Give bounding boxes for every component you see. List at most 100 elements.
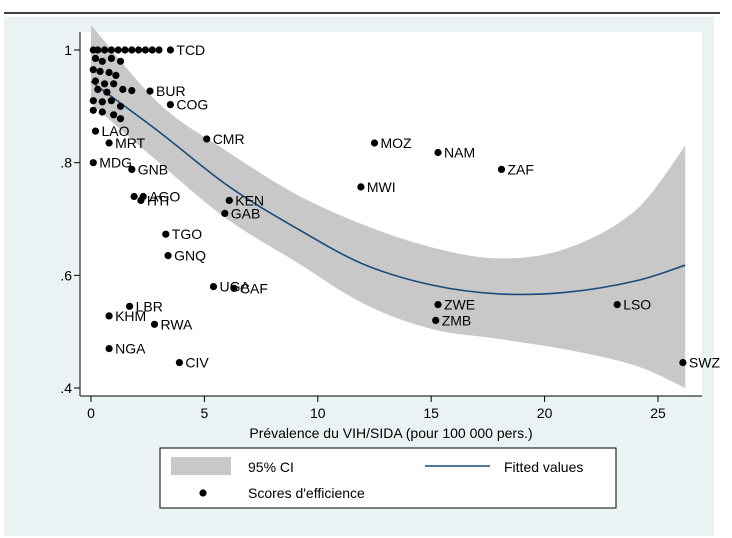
data-point xyxy=(135,46,143,54)
axes xyxy=(79,32,702,397)
point-label: TGO xyxy=(172,226,202,242)
x-tick-label: 20 xyxy=(537,405,553,421)
point-label: CIV xyxy=(185,355,209,371)
data-point xyxy=(105,68,113,77)
point-label: HTI xyxy=(147,192,170,208)
point-label: ZAF xyxy=(508,161,534,177)
data-point xyxy=(110,111,118,119)
data-point xyxy=(91,54,100,63)
data-point xyxy=(112,71,120,79)
data-point xyxy=(91,77,100,85)
data-point xyxy=(141,46,149,54)
data-point xyxy=(119,85,127,93)
point-label: MOZ xyxy=(381,135,413,151)
x-tick-label: 5 xyxy=(200,405,208,421)
point-label: LSO xyxy=(623,297,651,313)
legend-ci-label: 95% CI xyxy=(248,459,294,475)
data-point xyxy=(107,97,115,105)
data-point xyxy=(110,80,118,88)
x-tick-label: 10 xyxy=(310,405,326,421)
data-point xyxy=(155,46,163,54)
data-point xyxy=(94,46,102,54)
y-tick-label: .4 xyxy=(60,380,72,396)
point-label: NAM xyxy=(444,145,475,161)
data-point xyxy=(103,88,111,96)
point-label: GNQ xyxy=(174,248,206,264)
data-point xyxy=(162,230,170,238)
legend-points-marker xyxy=(199,489,207,497)
y-tick-label: .8 xyxy=(60,155,72,171)
data-point xyxy=(94,85,102,93)
data-point xyxy=(175,359,183,367)
point-label: KHM xyxy=(115,308,146,324)
data-point xyxy=(89,97,97,105)
data-point xyxy=(146,87,154,95)
point-label: NGA xyxy=(115,341,146,357)
data-point xyxy=(230,284,238,292)
data-point xyxy=(434,148,442,157)
data-point xyxy=(209,283,218,291)
point-label: ZWE xyxy=(444,297,475,313)
point-label: CMR xyxy=(213,131,245,147)
data-point xyxy=(221,209,229,217)
data-point xyxy=(107,46,115,54)
data-point xyxy=(121,46,129,54)
data-point xyxy=(150,320,159,328)
data-point xyxy=(148,46,156,54)
point-label: MDG xyxy=(99,155,132,171)
ci-band-layer xyxy=(91,24,686,388)
data-point xyxy=(613,301,621,309)
ci-band xyxy=(91,24,686,388)
x-tick-label: 0 xyxy=(87,405,95,421)
data-point xyxy=(98,98,106,106)
x-tick-label: 25 xyxy=(650,405,666,421)
fitted-line-layer xyxy=(90,80,686,296)
data-point xyxy=(101,80,109,88)
legend-ci-swatch xyxy=(171,457,231,475)
data-point xyxy=(89,106,97,114)
data-point xyxy=(164,252,172,260)
data-point xyxy=(89,159,97,167)
data-point xyxy=(91,127,100,135)
point-label: BUR xyxy=(156,83,186,99)
legend-points-label: Scores d'efficience xyxy=(248,485,365,501)
legend-box xyxy=(159,447,617,509)
x-ticks: 0 5 10 15 20 25 xyxy=(87,396,666,421)
data-point xyxy=(128,165,136,173)
data-point xyxy=(128,46,136,54)
data-point xyxy=(96,67,104,75)
legend-fit-label: Fitted values xyxy=(504,459,583,475)
data-point xyxy=(370,139,379,147)
data-point xyxy=(98,108,106,116)
data-point xyxy=(116,57,125,65)
data-point xyxy=(98,57,106,65)
point-label: COG xyxy=(176,97,208,113)
data-point xyxy=(357,183,365,191)
data-point xyxy=(89,66,97,74)
data-point xyxy=(114,46,122,54)
x-axis-label: Prévalence du VIH/SIDA (pour 100 000 per… xyxy=(249,425,532,441)
data-point xyxy=(203,135,211,143)
data-point xyxy=(128,87,136,95)
data-point xyxy=(497,165,506,173)
point-label: GNB xyxy=(138,161,168,177)
y-tick-label: .6 xyxy=(60,267,72,283)
data-point xyxy=(137,196,145,204)
data-point xyxy=(166,101,174,109)
point-label: TCD xyxy=(176,42,205,58)
y-ticks: .4 .6 .8 1 xyxy=(60,42,80,396)
point-label: LBR xyxy=(136,298,163,314)
point-label: ZMB xyxy=(442,312,472,328)
y-tick-label: 1 xyxy=(64,42,72,58)
data-point xyxy=(101,46,109,54)
point-label: CAF xyxy=(240,280,268,296)
data-point xyxy=(105,312,113,320)
data-point xyxy=(679,359,687,367)
point-label: RWA xyxy=(161,316,194,332)
fitted-line xyxy=(90,80,686,296)
data-point xyxy=(105,345,113,353)
data-point xyxy=(116,115,125,123)
data-point xyxy=(434,301,442,309)
data-point xyxy=(126,302,134,310)
